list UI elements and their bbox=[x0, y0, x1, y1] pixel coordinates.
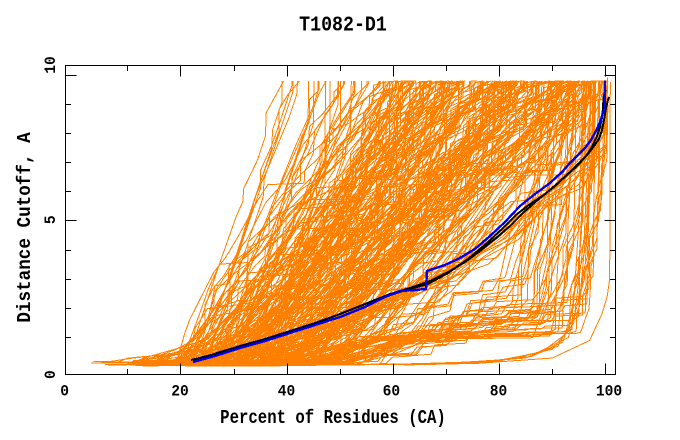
svg-text:Distance Cutoff, A: Distance Cutoff, A bbox=[13, 132, 36, 323]
svg-text:20: 20 bbox=[171, 382, 189, 401]
svg-text:0: 0 bbox=[60, 382, 69, 401]
svg-text:5: 5 bbox=[42, 215, 61, 224]
svg-text:10: 10 bbox=[42, 56, 61, 74]
svg-text:80: 80 bbox=[490, 382, 508, 401]
svg-text:0: 0 bbox=[42, 370, 61, 379]
svg-text:60: 60 bbox=[383, 382, 401, 401]
svg-text:100: 100 bbox=[596, 382, 622, 401]
svg-text:Percent of Residues (CA): Percent of Residues (CA) bbox=[220, 407, 446, 429]
svg-text:T1082-D1: T1082-D1 bbox=[299, 14, 387, 37]
svg-text:40: 40 bbox=[278, 382, 296, 401]
